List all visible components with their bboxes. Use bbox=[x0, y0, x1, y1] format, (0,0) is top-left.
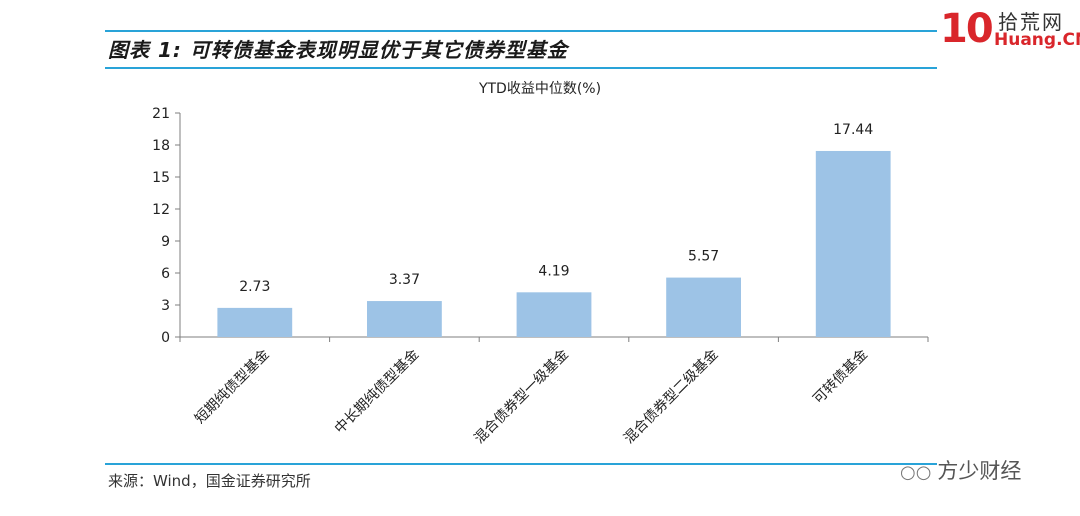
logo-cn-text: 拾荒网 bbox=[998, 10, 1064, 34]
bar bbox=[516, 292, 592, 337]
bar-value-label: 5.57 bbox=[688, 249, 719, 265]
x-tick-label: 短期纯债型基金 bbox=[191, 346, 272, 427]
header-bottom-rule bbox=[105, 67, 937, 69]
bar-value-label: 2.73 bbox=[239, 279, 270, 295]
bar-value-label: 17.44 bbox=[833, 122, 873, 138]
bar-value-label: 3.37 bbox=[389, 272, 420, 288]
wechat-icon: ○○ bbox=[900, 462, 932, 483]
source-note: 来源：Wind，国金证券研究所 bbox=[108, 472, 311, 490]
x-tick-label: 中长期纯债型基金 bbox=[331, 346, 422, 437]
y-tick-label: 21 bbox=[152, 106, 170, 122]
watermark-text: 方少财经 bbox=[937, 459, 1022, 483]
logo-en-text: Huang.CN bbox=[994, 30, 1080, 50]
x-tick-label: 可转债基金 bbox=[810, 346, 872, 408]
y-tick-label: 15 bbox=[152, 170, 170, 186]
y-tick-label: 0 bbox=[161, 330, 170, 346]
footer-rule bbox=[105, 463, 937, 465]
bar bbox=[666, 277, 741, 337]
chart-title: YTD收益中位数(%) bbox=[478, 81, 601, 97]
y-tick-label: 6 bbox=[161, 266, 170, 282]
bar bbox=[367, 301, 442, 337]
y-tick-label: 3 bbox=[161, 298, 170, 314]
figure-heading: 图表 1: 可转债基金表现明显优于其它债券型基金 bbox=[108, 38, 568, 62]
x-tick-label: 混合债券型一级基金 bbox=[471, 346, 572, 447]
logo-number: 10 bbox=[940, 6, 994, 52]
bar-value-label: 4.19 bbox=[538, 263, 569, 279]
header-top-rule bbox=[105, 30, 937, 32]
y-tick-label: 9 bbox=[161, 234, 170, 250]
bar bbox=[217, 307, 293, 337]
chart-bars bbox=[217, 150, 891, 337]
y-tick-label: 12 bbox=[152, 202, 170, 218]
watermark: ○○ 方少财经 bbox=[900, 455, 1021, 485]
x-tick-label: 混合债券型二级基金 bbox=[620, 346, 721, 447]
y-tick-label: 18 bbox=[152, 138, 170, 154]
site-logo: 10 拾荒网 Huang.CN bbox=[940, 4, 1080, 54]
bar bbox=[815, 150, 891, 337]
chart-labels: 2.73 短期纯债型基金 3.37 中长期纯债型基金 4.19 混合债券型一级基金 5.57… bbox=[191, 122, 873, 447]
